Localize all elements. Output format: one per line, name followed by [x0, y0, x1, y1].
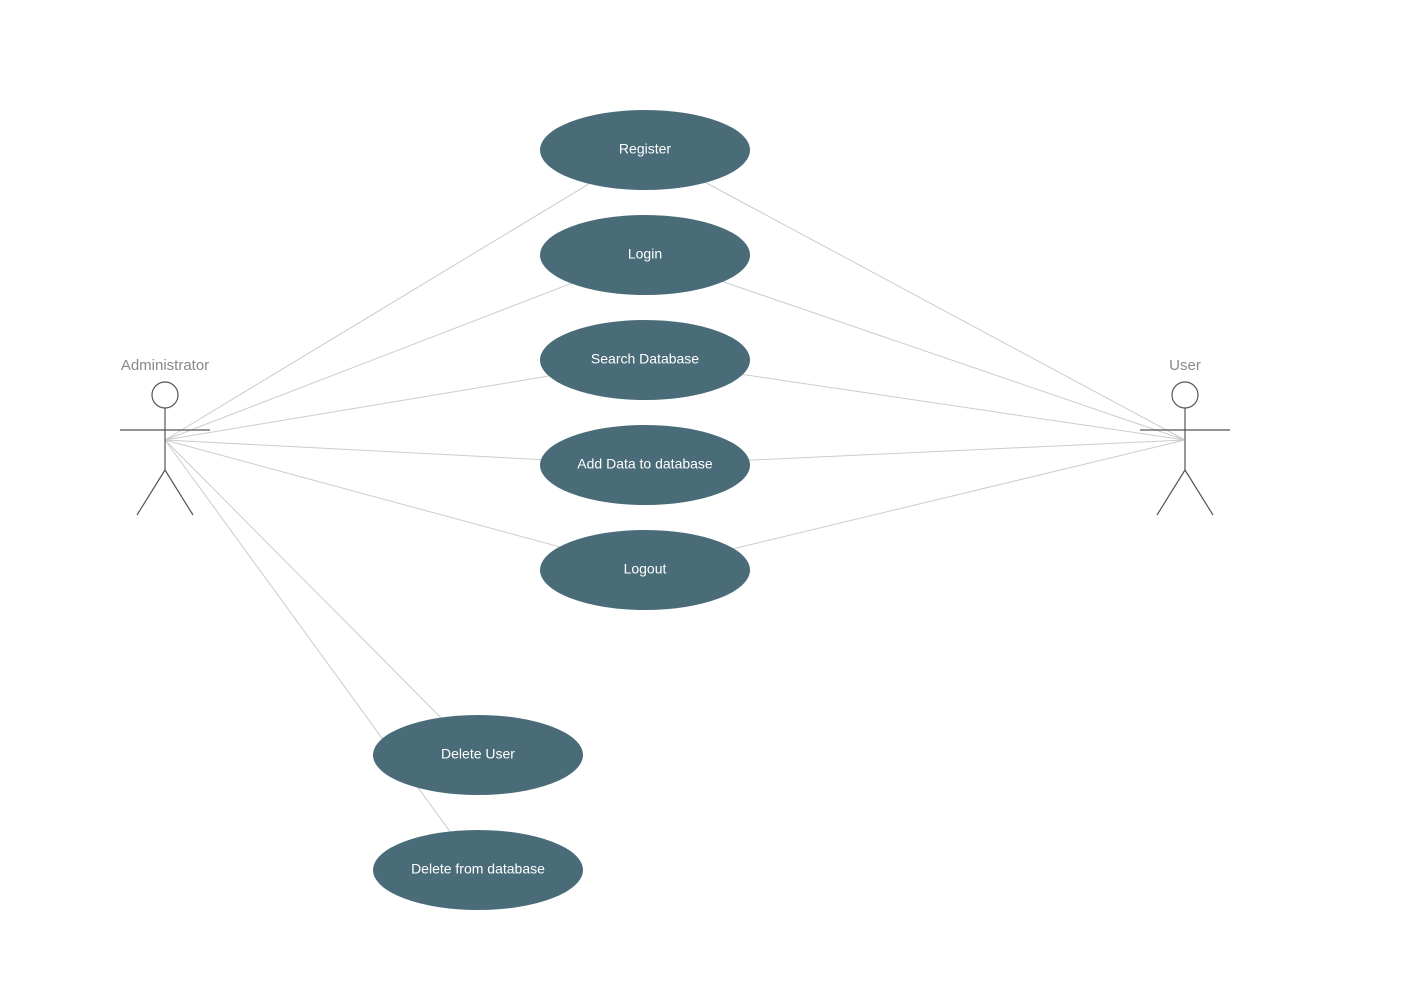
edge-user-register: [706, 183, 1185, 440]
actor-administrator: Administrator: [120, 357, 210, 515]
edge-user-logout: [734, 440, 1185, 549]
usecase-add-data: Add Data to database: [540, 425, 750, 505]
usecase-search-database-label: Search Database: [591, 351, 699, 367]
usecases-layer: Register Login Search Database Add Data to …: [373, 110, 750, 910]
edge-administrator-add-data: [165, 440, 541, 460]
usecase-delete-from-db-label: Delete from database: [411, 861, 545, 877]
edge-administrator-register: [165, 184, 589, 440]
edge-user-add-data: [749, 440, 1185, 460]
actor-administrator-label: Administrator: [121, 357, 209, 374]
actor-user-label: User: [1169, 357, 1201, 374]
edge-administrator-search-database: [165, 376, 549, 440]
usecase-login-label: Login: [628, 246, 662, 262]
edge-administrator-login: [165, 283, 571, 440]
usecase-delete-user: Delete User: [373, 715, 583, 795]
edge-administrator-logout: [165, 440, 559, 547]
edge-user-search-database: [743, 374, 1185, 440]
usecase-register-label: Register: [619, 141, 671, 157]
usecase-delete-user-label: Delete User: [441, 746, 515, 762]
use-case-diagram: Register Login Search Database Add Data to …: [0, 0, 1412, 996]
actor-user: User: [1140, 357, 1230, 515]
usecase-logout: Logout: [540, 530, 750, 610]
usecase-login: Login: [540, 215, 750, 295]
edge-administrator-delete-user: [165, 440, 441, 718]
usecase-delete-from-db: Delete from database: [373, 830, 583, 910]
edge-user-login: [723, 282, 1185, 440]
usecase-register: Register: [540, 110, 750, 190]
usecase-search-database: Search Database: [540, 320, 750, 400]
usecase-logout-label: Logout: [624, 561, 667, 577]
usecase-add-data-label: Add Data to database: [577, 456, 713, 472]
